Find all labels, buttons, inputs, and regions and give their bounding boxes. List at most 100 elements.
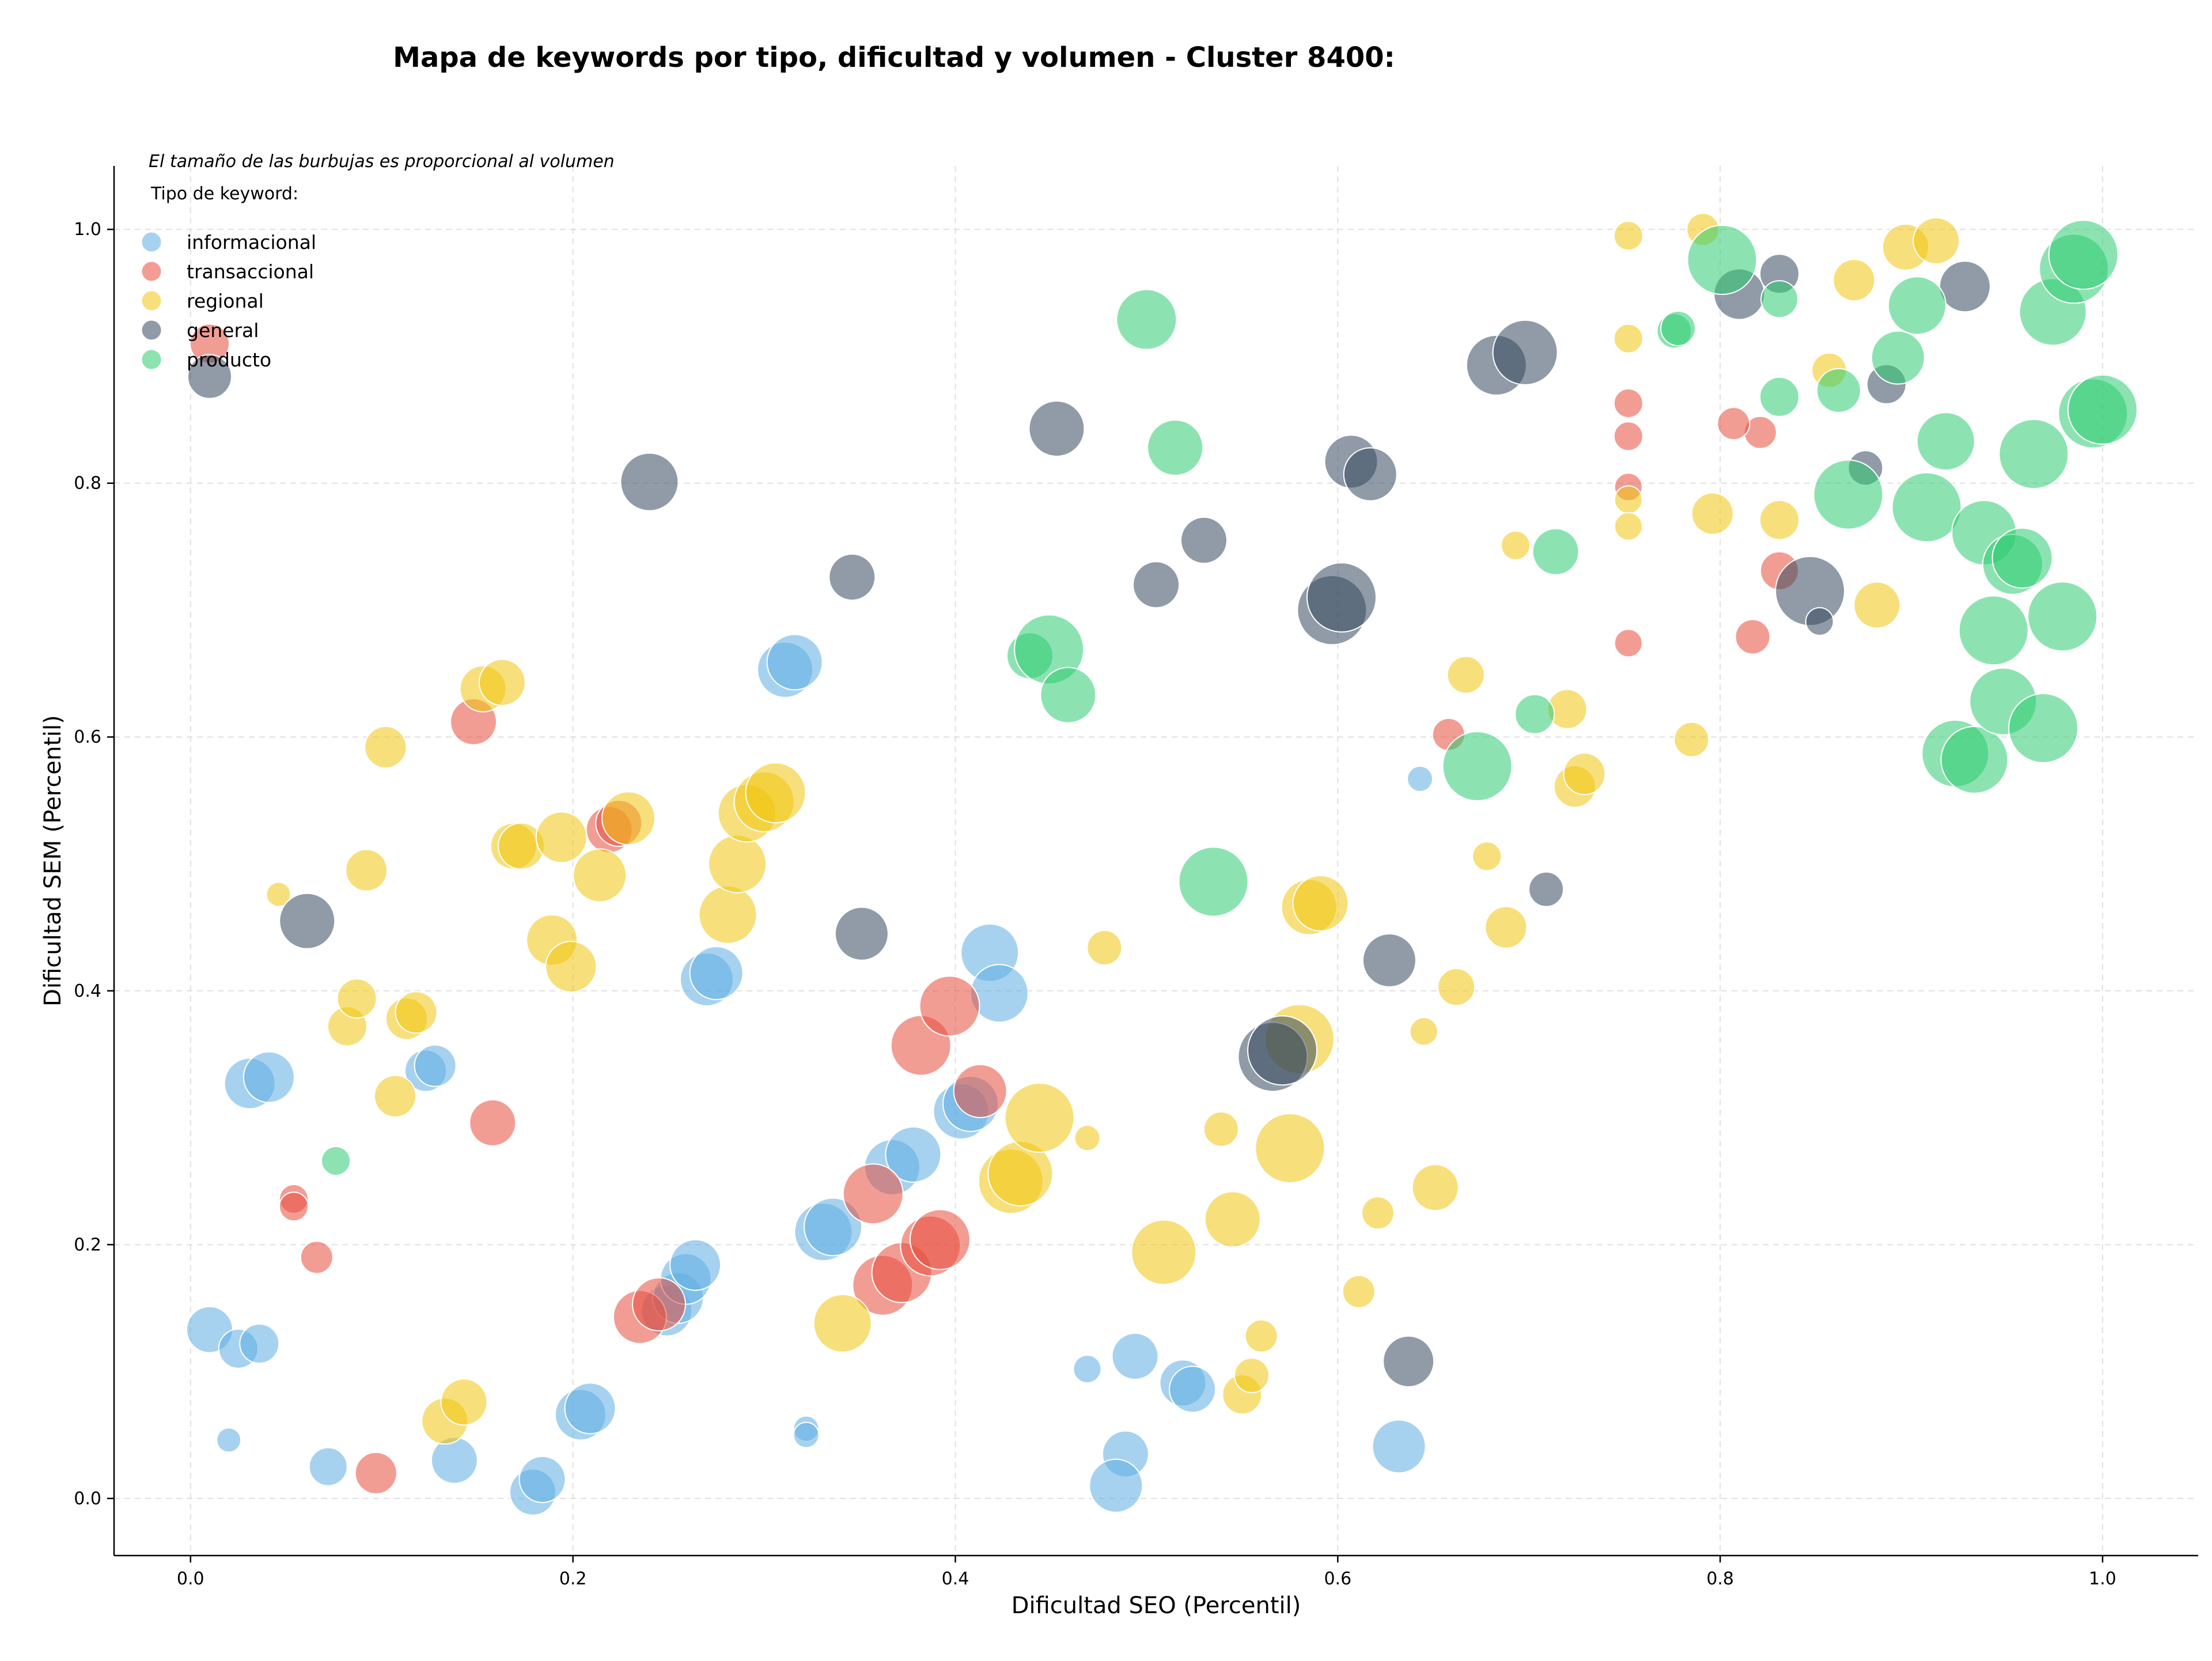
bubble-regional bbox=[1759, 500, 1800, 540]
bubble-general bbox=[1132, 561, 1180, 608]
bubble-general bbox=[1247, 1015, 1318, 1086]
bubble-informacional bbox=[1073, 1354, 1102, 1384]
bubble-producto bbox=[1991, 527, 2053, 589]
x-axis-label: Dificultad SEO (Percentil) bbox=[1012, 1592, 1301, 1619]
legend-marker-transaccional bbox=[141, 261, 162, 282]
bubble-regional bbox=[1501, 530, 1531, 561]
bubble-regional bbox=[1853, 581, 1901, 629]
bubble-informacional bbox=[885, 1126, 942, 1183]
bubble-informacional bbox=[689, 945, 744, 1000]
bubble-regional bbox=[601, 791, 656, 846]
bubble-producto bbox=[1660, 310, 1696, 346]
bubble-regional bbox=[336, 978, 377, 1019]
legend-title: Tipo de keyword: bbox=[150, 184, 298, 204]
bubble-general bbox=[1343, 447, 1397, 502]
bubble-producto bbox=[1958, 595, 2029, 666]
bubble-producto bbox=[1870, 330, 1925, 385]
bubble-regional bbox=[1912, 217, 1960, 264]
bubble-general bbox=[828, 553, 876, 601]
bubble-informacional bbox=[414, 1044, 457, 1087]
bubble-general bbox=[279, 892, 336, 949]
bubble-transaccional bbox=[1717, 407, 1751, 441]
bubble-producto bbox=[1040, 667, 1097, 724]
bubble-regional bbox=[1342, 1274, 1376, 1308]
y-tick-label: 0.2 bbox=[74, 1235, 101, 1255]
bubble-producto bbox=[2067, 374, 2138, 445]
bubble-regional bbox=[1074, 1125, 1101, 1152]
bubble-regional bbox=[535, 811, 588, 864]
bubble-producto bbox=[1687, 225, 1758, 296]
bubble-regional bbox=[1204, 1191, 1261, 1248]
bubble-general bbox=[620, 452, 679, 512]
bubble-general bbox=[834, 906, 889, 961]
bubble-general bbox=[1028, 400, 1085, 457]
bubble-transaccional bbox=[300, 1240, 334, 1274]
bubble-producto bbox=[1178, 846, 1249, 917]
bubble-regional bbox=[1004, 1083, 1075, 1153]
bubble-regional bbox=[1563, 752, 1606, 796]
bubble-informacional bbox=[308, 1447, 348, 1486]
bubble-producto bbox=[1116, 289, 1177, 350]
bubble-informacional bbox=[1372, 1419, 1426, 1474]
bubble-general bbox=[1382, 1335, 1435, 1387]
bubble-informacional bbox=[766, 634, 823, 691]
legend-marker-general bbox=[141, 320, 162, 340]
bubble-informacional bbox=[1111, 1333, 1159, 1380]
bubble-producto bbox=[1813, 459, 1884, 530]
bubble-producto bbox=[2008, 693, 2079, 763]
bubble-producto bbox=[1442, 731, 1513, 801]
bubble-informacional bbox=[1169, 1365, 1217, 1413]
legend-marker-informacional bbox=[141, 232, 162, 252]
bubble-producto bbox=[1147, 419, 1204, 476]
bubble-producto bbox=[1998, 419, 2069, 490]
x-tick-label: 0.8 bbox=[1706, 1569, 1734, 1589]
bubble-regional bbox=[1472, 841, 1502, 872]
bubble-general bbox=[1362, 933, 1416, 987]
legend-marker-producto bbox=[141, 349, 162, 370]
bubble-regional bbox=[1233, 1357, 1270, 1394]
bubble-regional bbox=[545, 940, 597, 993]
bubble-producto bbox=[1760, 280, 1799, 319]
bubble-regional bbox=[698, 885, 757, 944]
bubble-producto bbox=[2048, 220, 2119, 290]
bubble-general bbox=[1306, 562, 1377, 633]
bubble-informacional bbox=[669, 1239, 722, 1291]
bubble-transaccional bbox=[1613, 421, 1643, 452]
bubble-general bbox=[1180, 516, 1228, 564]
bubble-informacional bbox=[239, 1323, 280, 1364]
bubble-general bbox=[1939, 260, 1991, 313]
bubble-transaccional bbox=[919, 975, 980, 1037]
bubble-producto bbox=[1916, 411, 1975, 471]
bubble-general bbox=[187, 354, 232, 399]
x-tick-label: 0.4 bbox=[942, 1569, 969, 1589]
bubble-transaccional bbox=[1613, 388, 1643, 418]
legend-label-transaccional: transaccional bbox=[187, 260, 314, 283]
bubble-informacional bbox=[430, 1436, 478, 1484]
bubble-regional bbox=[1446, 656, 1485, 694]
bubble-producto bbox=[1816, 368, 1861, 413]
bubble-transaccional bbox=[1734, 619, 1771, 655]
bubble-producto bbox=[1940, 725, 2009, 794]
bubble-transaccional bbox=[469, 1099, 517, 1147]
bubble-general bbox=[1492, 319, 1558, 385]
x-tick-label: 0.2 bbox=[559, 1569, 587, 1589]
bubble-producto bbox=[321, 1145, 351, 1176]
bubble-regional bbox=[364, 725, 407, 769]
bubble-regional bbox=[1409, 1017, 1438, 1046]
bubble-regional bbox=[1244, 1319, 1278, 1353]
bubble-regional bbox=[395, 991, 438, 1034]
bubble-informacional bbox=[1407, 765, 1434, 792]
bubble-regional bbox=[1484, 906, 1528, 949]
bubble-producto bbox=[1514, 694, 1555, 735]
legend-label-general: general bbox=[187, 319, 259, 342]
bubble-transaccional bbox=[631, 1277, 686, 1331]
axis-ticks: 0.0 0.2 0.4 0.6 0.8 1.0 0.0 0.2 0.4 0.6 0.8 1.0 bbox=[74, 220, 2116, 1589]
bubble-regional bbox=[1613, 221, 1643, 251]
legend: Tipo de keyword: informacional transaccio… bbox=[141, 184, 316, 371]
bubble-general bbox=[1805, 607, 1834, 636]
bubble-transaccional bbox=[953, 1064, 1007, 1118]
bubble-regional bbox=[373, 1074, 416, 1118]
bubble-regional bbox=[1361, 1196, 1395, 1230]
bubble-transaccional bbox=[354, 1451, 397, 1494]
